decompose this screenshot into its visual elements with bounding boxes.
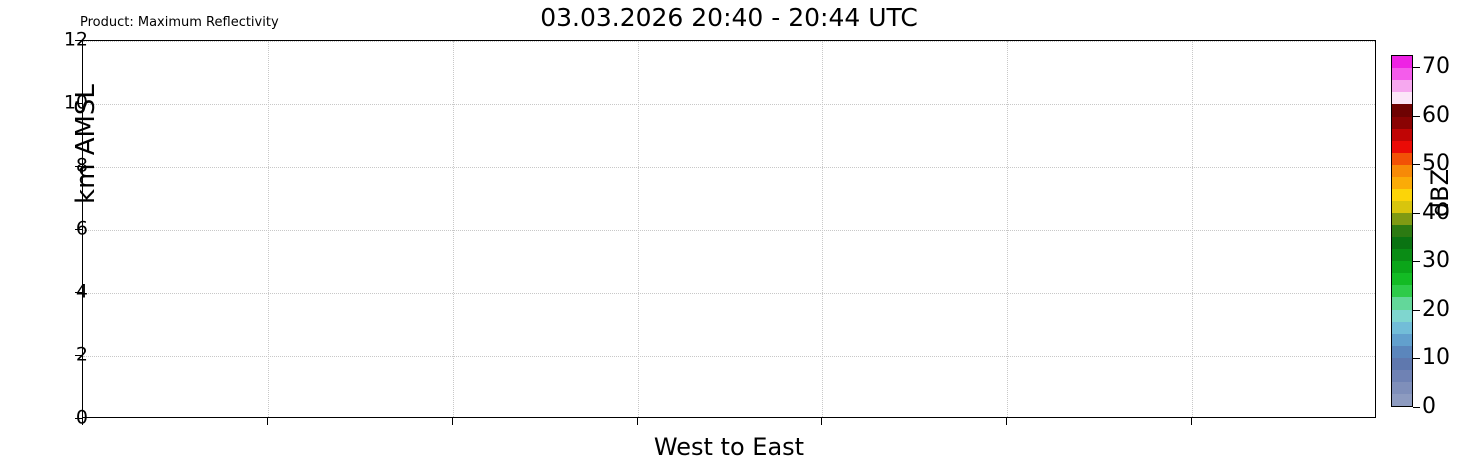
colorbar-tick-mark (1413, 115, 1420, 117)
gridline-vertical (822, 41, 824, 417)
colorbar-tick-label: 20 (1422, 296, 1450, 322)
y-tick-mark (75, 355, 82, 356)
y-tick-mark (75, 292, 82, 293)
gridline-horizontal (83, 293, 1375, 294)
colorbar-band (1392, 92, 1412, 105)
gridline-vertical (637, 41, 639, 417)
colorbar-band (1392, 321, 1412, 334)
colorbar-tick-mark (1413, 358, 1420, 360)
colorbar-band (1392, 152, 1412, 165)
colorbar-axis-label: dBZ (1426, 168, 1454, 218)
figure-title: 03.03.2026 20:40 - 20:44 UTC (540, 3, 918, 32)
x-tick-mark (82, 418, 83, 425)
colorbar-band (1392, 273, 1412, 286)
gridline-vertical (267, 41, 269, 417)
x-axis-label: West to East (653, 433, 805, 461)
plot-area (82, 40, 1376, 418)
gridline-vertical (1192, 41, 1194, 417)
colorbar-band (1392, 200, 1412, 213)
colorbar-tick-label: 30 (1422, 248, 1450, 274)
colorbar-band (1392, 333, 1412, 346)
colorbar-band (1392, 225, 1412, 238)
y-tick-label: 10 (63, 91, 88, 114)
colorbar-band (1392, 128, 1412, 141)
colorbar-tick-mark (1413, 212, 1420, 214)
y-tick-label: 2 (75, 343, 88, 366)
gridline-horizontal (83, 167, 1375, 168)
colorbar-band (1392, 116, 1412, 129)
colorbar-tick-mark (1413, 164, 1420, 166)
colorbar-band (1392, 104, 1412, 117)
x-tick-mark (1191, 418, 1193, 425)
gridline-horizontal (83, 356, 1375, 357)
gridlines (83, 41, 1375, 417)
colorbar-band (1392, 188, 1412, 201)
colorbar-band (1392, 357, 1412, 370)
y-tick-label: 0 (75, 406, 88, 429)
colorbar-tick-label: 70 (1422, 54, 1450, 80)
colorbar-band (1392, 297, 1412, 310)
gridline-horizontal (83, 41, 1375, 42)
y-tick-label: 6 (75, 217, 88, 240)
colorbar-tick-mark (1413, 407, 1420, 408)
x-tick-mark (636, 418, 638, 425)
colorbar-band (1392, 261, 1412, 274)
x-tick-mark (1006, 418, 1008, 425)
y-tick-label: 12 (63, 28, 88, 51)
y-tick-mark (75, 418, 82, 419)
colorbar-band (1392, 176, 1412, 189)
y-tick-label: 8 (75, 154, 88, 177)
gridline-vertical (452, 41, 454, 417)
y-tick-label: 4 (75, 280, 88, 303)
y-tick-mark (75, 166, 82, 167)
colorbar-tick-label: 0 (1422, 394, 1436, 419)
colorbar-band (1392, 237, 1412, 250)
colorbar-band (1392, 140, 1412, 153)
colorbar-tick-mark (1413, 261, 1420, 263)
colorbar-band (1392, 381, 1412, 394)
gridline-horizontal (83, 104, 1375, 105)
colorbar-band (1392, 285, 1412, 298)
x-tick-mark (821, 418, 823, 425)
colorbar-band (1392, 369, 1412, 382)
y-tick-mark (75, 229, 82, 230)
colorbar-tick-label: 60 (1422, 102, 1450, 128)
colorbar-band (1392, 68, 1412, 81)
colorbar-gradient (1391, 55, 1413, 407)
colorbar-band (1392, 393, 1412, 406)
gridline-vertical (1007, 41, 1009, 417)
colorbar-band (1392, 164, 1412, 177)
colorbar-band (1392, 345, 1412, 358)
colorbar-band (1392, 249, 1412, 262)
colorbar[interactable] (1391, 55, 1413, 407)
colorbar-tick-label: 40 (1422, 199, 1450, 225)
product-subtitle: Product: Maximum Reflectivity (80, 15, 279, 30)
colorbar-tick-mark (1413, 67, 1420, 69)
x-tick-mark (266, 418, 268, 425)
y-tick-mark (75, 103, 82, 104)
gridline-horizontal (83, 230, 1375, 231)
colorbar-tick-label: 10 (1422, 345, 1450, 371)
colorbar-band (1392, 213, 1412, 226)
y-tick-mark (75, 40, 82, 41)
colorbar-band (1392, 309, 1412, 322)
y-axis-label: km AMSL (71, 84, 101, 204)
colorbar-tick-mark (1413, 309, 1420, 311)
colorbar-tick-label: 50 (1422, 151, 1450, 177)
x-tick-mark (451, 418, 453, 425)
colorbar-band (1392, 56, 1412, 69)
colorbar-band (1392, 80, 1412, 93)
